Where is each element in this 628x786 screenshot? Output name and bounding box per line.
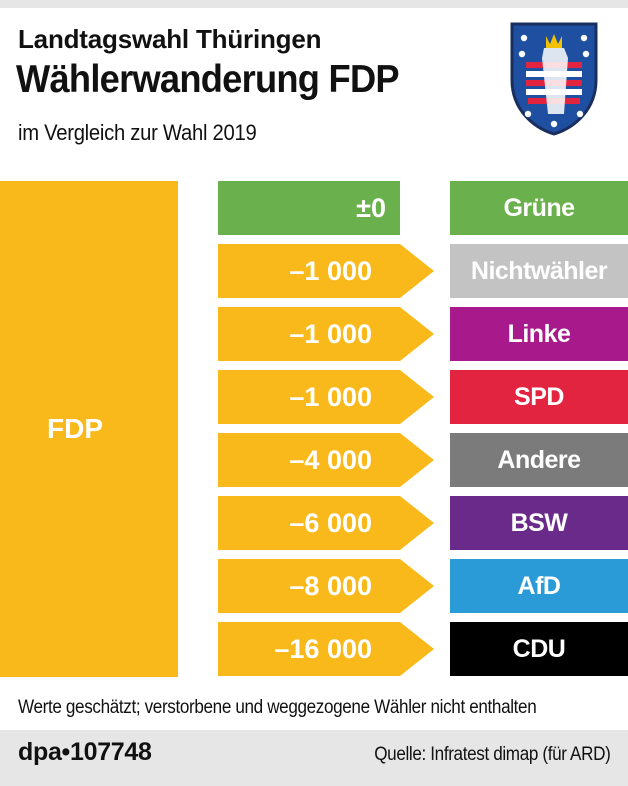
target-party-label: Linke (450, 307, 628, 361)
flow-bar: –1 000 (218, 370, 434, 424)
flow-arrow (218, 244, 434, 298)
flow-bar: ±0 (218, 181, 434, 235)
target-party-label: BSW (450, 496, 628, 550)
source-party-label: FDP (47, 413, 103, 444)
flow-value-label: –8 000 (289, 571, 372, 601)
flow-bar: –16 000 (218, 622, 434, 676)
source-label: Quelle: Infratest dimap (für ARD) (373, 744, 611, 765)
footer-bar (0, 730, 628, 786)
flow-arrow (218, 433, 434, 487)
target-party-label: AfD (450, 559, 628, 613)
target-party-label: Nichtwähler (450, 244, 628, 298)
flow-value-label: –1 000 (289, 382, 372, 412)
chart-note: Werte geschätzt; verstorbene und weggezo… (18, 697, 537, 718)
agency-id: dpa•107748 (18, 738, 152, 766)
chart-subtitle: im Vergleich zur Wahl 2019 (18, 120, 257, 145)
flow-arrow (218, 181, 400, 235)
flow-value-label: –1 000 (289, 319, 372, 349)
flow-bar: –4 000 (218, 433, 434, 487)
flow-bar: –1 000 (218, 307, 434, 361)
flow-arrow (218, 559, 434, 613)
target-party-label: SPD (450, 370, 628, 424)
flow-bar: –1 000 (218, 244, 434, 298)
flow-value-label: –6 000 (289, 508, 372, 538)
flow-arrow (218, 307, 434, 361)
flow-value-label: ±0 (356, 193, 386, 223)
flow-arrow (218, 496, 434, 550)
flow-bar: –8 000 (218, 559, 434, 613)
source-party-box: FDP (0, 181, 178, 677)
flow-value-label: –4 000 (289, 445, 372, 475)
chart-kicker: Landtagswahl Thüringen (18, 24, 322, 54)
chart-title: Wählerwanderung FDP (16, 58, 400, 101)
target-party-label: Andere (450, 433, 628, 487)
flow-value-label: –16 000 (274, 634, 372, 664)
flow-bar: –6 000 (218, 496, 434, 550)
flow-arrow (218, 370, 434, 424)
top-strip (0, 0, 628, 8)
target-party-label: CDU (450, 622, 628, 676)
target-party-label: Grüne (450, 181, 628, 235)
thuringia-crest-icon (510, 22, 598, 136)
flow-value-label: –1 000 (289, 256, 372, 286)
flow-arrow (218, 622, 434, 676)
